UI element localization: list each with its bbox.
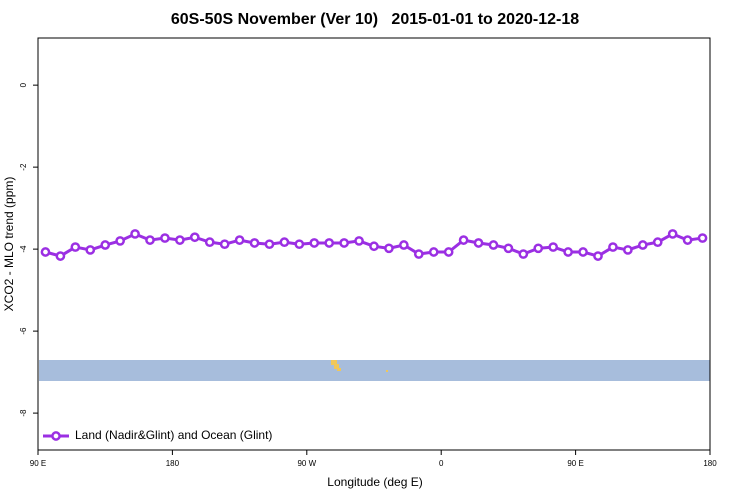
point (85, 245, 96, 255)
point (413, 249, 424, 259)
point (234, 235, 245, 245)
point (70, 242, 81, 252)
x-tick-label: 180 (166, 459, 180, 468)
point (55, 251, 66, 261)
x-tick-label: 0 (439, 459, 444, 468)
point (339, 238, 349, 248)
point (40, 247, 51, 257)
point (608, 242, 618, 252)
point (204, 237, 215, 248)
point (130, 229, 140, 239)
point (548, 242, 559, 252)
point (623, 245, 633, 255)
y-tick-label: -8 (19, 409, 28, 417)
plot-frame (37, 37, 711, 451)
point (249, 238, 260, 248)
point (533, 243, 544, 254)
x-axis-label: Longitude (deg E) (327, 475, 422, 489)
point (652, 237, 663, 248)
point (637, 240, 648, 250)
y-axis-label: XCO2 - MLO trend (ppm) (2, 177, 16, 312)
x-tick-label: 90 W (297, 459, 316, 468)
point (279, 237, 290, 248)
point (384, 243, 394, 254)
point (324, 238, 335, 248)
point (145, 235, 155, 245)
point (160, 233, 170, 243)
y-tick-label: -2 (19, 163, 28, 171)
y-tick-label: -6 (19, 327, 28, 335)
point (443, 247, 454, 257)
point (488, 240, 499, 250)
map-band (39, 360, 710, 381)
point (473, 238, 484, 248)
chart-title: 60S-50S November (Ver 10) 2015-01-01 to … (171, 11, 579, 28)
point (428, 247, 439, 257)
legend-label: Land (Nadir&Glint) and Ocean (Glint) (75, 428, 272, 442)
point (518, 249, 529, 259)
point (399, 240, 409, 250)
x-tick-label: 90 E (30, 459, 46, 468)
point (309, 238, 320, 248)
y-tick-label: -4 (19, 245, 28, 253)
point (697, 233, 708, 243)
point (175, 235, 185, 245)
point (100, 240, 111, 250)
point (667, 229, 678, 239)
point (369, 241, 379, 252)
legend-marker (51, 431, 61, 441)
x-tick-label: 180 (703, 459, 717, 468)
point (578, 247, 588, 257)
land-specks (331, 360, 388, 372)
point (563, 247, 573, 257)
point (682, 235, 693, 245)
point (264, 239, 275, 250)
point (115, 236, 125, 246)
point (354, 236, 364, 246)
x-tick-label: 90 E (567, 459, 583, 468)
point (294, 239, 305, 250)
point (503, 243, 514, 254)
point (189, 232, 200, 243)
y-tick-label: 0 (19, 82, 28, 87)
point (593, 251, 603, 261)
point (458, 235, 469, 245)
point (219, 239, 230, 250)
